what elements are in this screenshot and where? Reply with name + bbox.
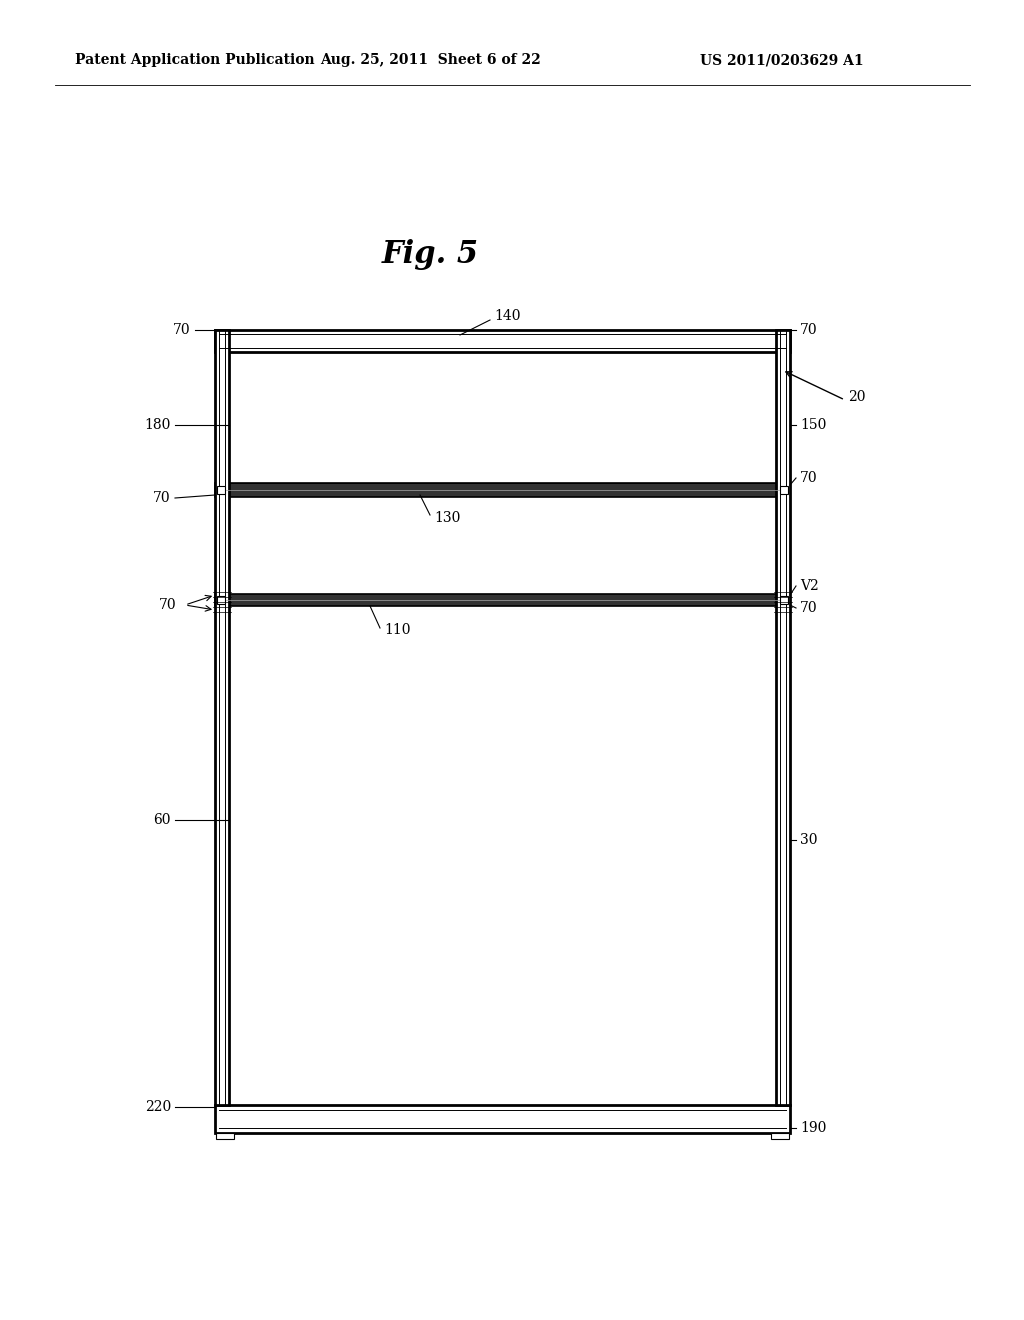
Bar [215,483,790,498]
Text: 70: 70 [160,598,177,612]
Text: 150: 150 [800,418,826,432]
Text: US 2011/0203629 A1: US 2011/0203629 A1 [700,53,863,67]
Text: Aug. 25, 2011  Sheet 6 of 22: Aug. 25, 2011 Sheet 6 of 22 [319,53,541,67]
Text: 140: 140 [494,309,520,323]
Text: 190: 190 [800,1121,826,1135]
Text: 130: 130 [434,511,461,525]
Bar [215,330,790,352]
Bar [216,1133,234,1139]
Text: 70: 70 [154,491,171,506]
Bar [780,597,788,605]
Bar [217,597,225,605]
Bar [215,330,229,1105]
Text: 220: 220 [144,1100,171,1114]
Text: 60: 60 [154,813,171,828]
Bar [217,486,225,494]
Text: 180: 180 [144,418,171,432]
Bar [780,486,788,494]
Bar [219,334,786,348]
Text: 70: 70 [800,601,817,615]
Text: 20: 20 [848,389,865,404]
Text: V2: V2 [800,579,819,593]
Bar [219,1110,786,1129]
Text: 30: 30 [800,833,817,847]
Text: Fig. 5: Fig. 5 [381,239,478,271]
Text: 70: 70 [173,323,191,337]
Bar [776,330,790,1105]
Bar [215,1105,790,1133]
Bar [771,1133,790,1139]
Text: 70: 70 [800,471,817,484]
Text: 70: 70 [800,323,817,337]
Text: Patent Application Publication: Patent Application Publication [75,53,314,67]
Bar [215,594,790,606]
Text: 110: 110 [384,623,411,638]
